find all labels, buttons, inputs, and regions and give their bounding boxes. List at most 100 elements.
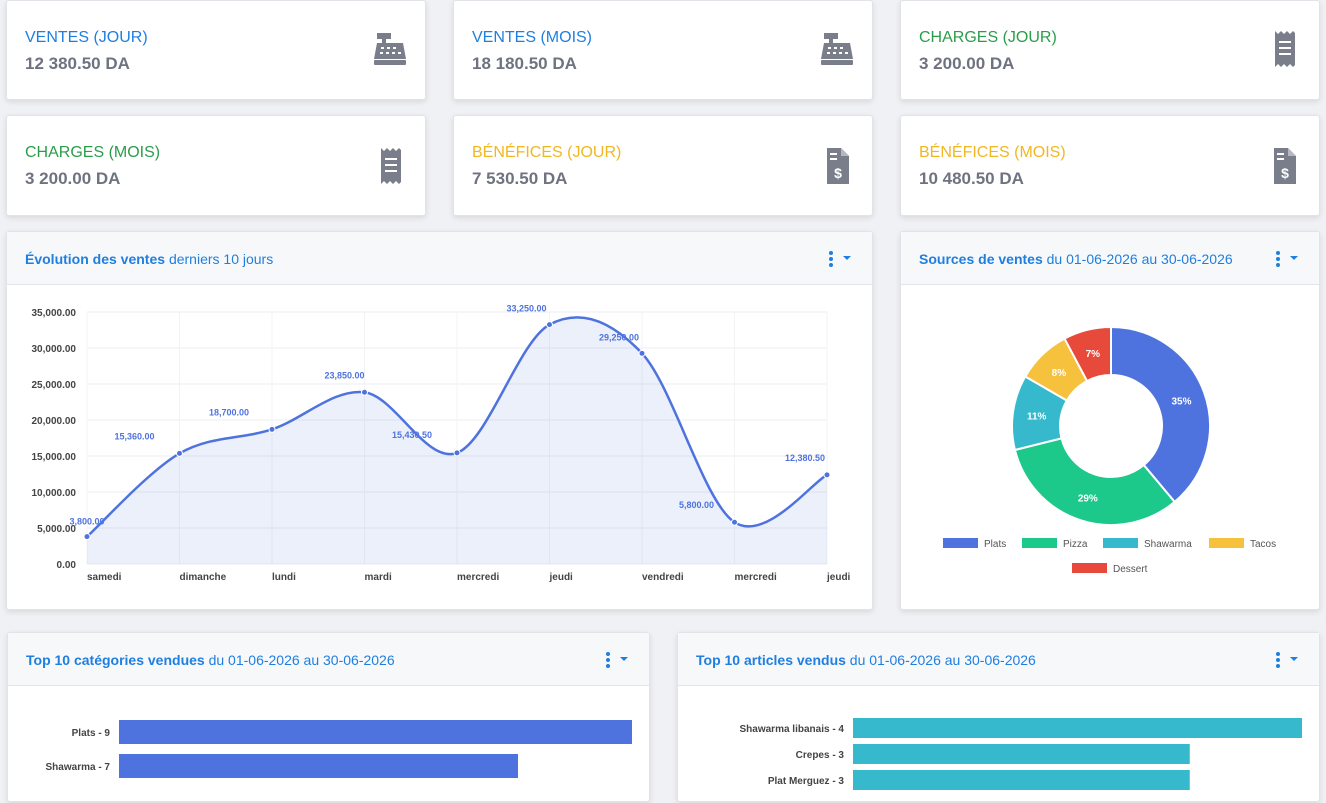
line-point[interactable] xyxy=(638,349,646,357)
x-tick-label: dimanche xyxy=(180,572,227,583)
data-label: 12,380.50 xyxy=(785,453,825,463)
panel-header: Top 10 catégories vendues du 01-06-2026 … xyxy=(8,633,649,686)
cash-register-icon xyxy=(821,33,853,65)
slice-label: 7% xyxy=(1086,349,1101,360)
data-label: 23,850.00 xyxy=(324,370,364,380)
y-tick-label: 35,000.00 xyxy=(32,308,77,319)
x-tick-label: vendredi xyxy=(642,572,684,583)
stat-value: 10 480.50 DA xyxy=(919,169,1024,188)
line-point[interactable] xyxy=(823,471,831,479)
cash-register-icon xyxy=(374,33,406,65)
panel-header: Top 10 articles vendus du 01-06-2026 au … xyxy=(678,633,1319,686)
stat-card-charges-mois: CHARGES (MOIS) 3 200.00 DA xyxy=(6,115,426,216)
donut-slice[interactable] xyxy=(1013,437,1177,526)
panel-header: Sources de ventes du 01-06-2026 au 30-06… xyxy=(901,232,1319,285)
bar-label: Plat Merguez - 3 xyxy=(768,776,845,787)
stat-card-benefices-jour: BÉNÉFICES (JOUR) 7 530.50 DA $ xyxy=(453,115,873,216)
evolution-panel: Évolution des ventes derniers 10 jours 0… xyxy=(6,231,873,610)
data-label: 15,360.00 xyxy=(114,431,154,441)
legend-label: Plats xyxy=(984,539,1006,550)
more-options-icon[interactable] xyxy=(1273,651,1301,669)
slice-label: 35% xyxy=(1171,396,1191,407)
legend-swatch xyxy=(943,538,978,548)
line-point[interactable] xyxy=(731,518,738,526)
stat-label: CHARGES (JOUR) xyxy=(919,29,1057,46)
top-articles-bar-chart: Shawarma libanais - 4 Crepes - 3 Plat Merg… xyxy=(740,718,1302,790)
legend-label: Pizza xyxy=(1063,539,1088,550)
line-point[interactable] xyxy=(546,321,553,329)
slice-label: 11% xyxy=(1027,412,1047,423)
data-label: 18,700.00 xyxy=(209,407,249,417)
data-label: 33,250.00 xyxy=(506,304,546,314)
donut-slice[interactable] xyxy=(1110,325,1211,504)
line-point[interactable] xyxy=(268,425,276,433)
y-tick-label: 5,000.00 xyxy=(37,524,76,535)
y-tick-label: 20,000.00 xyxy=(32,416,77,427)
x-tick-label: jeudi xyxy=(549,572,574,583)
x-tick-label: lundi xyxy=(272,572,296,583)
legend-label: Tacos xyxy=(1250,539,1276,550)
y-tick-label: 30,000.00 xyxy=(32,344,77,355)
bar[interactable] xyxy=(119,754,518,778)
more-options-icon[interactable] xyxy=(1273,250,1301,268)
receipt-icon xyxy=(381,148,401,184)
line-series xyxy=(86,316,828,538)
stat-label: BÉNÉFICES (MOIS) xyxy=(919,144,1066,161)
bar-label: Shawarma libanais - 4 xyxy=(740,724,845,735)
stat-value: 3 200.00 DA xyxy=(919,54,1015,73)
donut-slice[interactable] xyxy=(1063,325,1112,383)
legend-swatch xyxy=(1209,538,1244,548)
legend-swatch xyxy=(1072,563,1107,573)
x-tick-label: samedi xyxy=(87,572,122,583)
stat-card-ventes-mois: VENTES (MOIS) 18 180.50 DA xyxy=(453,0,873,100)
line-point[interactable] xyxy=(176,449,183,457)
data-label: 15,430.50 xyxy=(392,430,432,440)
x-tick-label: mardi xyxy=(365,572,392,583)
top-categories-panel: Top 10 catégories vendues du 01-06-2026 … xyxy=(7,632,650,802)
stat-card-charges-jour: CHARGES (JOUR) 3 200.00 DA xyxy=(900,0,1320,100)
svg-text:$: $ xyxy=(834,165,842,181)
line-point[interactable] xyxy=(453,449,461,457)
stat-value: 7 530.50 DA xyxy=(472,169,568,188)
stat-value: 12 380.50 DA xyxy=(25,54,130,73)
more-options-icon[interactable] xyxy=(826,250,854,268)
data-label: 5,800.00 xyxy=(679,500,714,510)
bar[interactable] xyxy=(853,770,1190,790)
invoice-dollar-icon: $ xyxy=(827,148,849,184)
receipt-icon xyxy=(1275,31,1295,67)
more-options-icon[interactable] xyxy=(603,651,631,669)
legend-label: Shawarma xyxy=(1144,539,1192,550)
legend-label: Dessert xyxy=(1113,564,1148,575)
stat-card-ventes-jour: VENTES (JOUR) 12 380.50 DA xyxy=(6,0,426,100)
stat-label: VENTES (MOIS) xyxy=(472,29,593,46)
stat-value: 3 200.00 DA xyxy=(25,169,121,188)
bar-label: Crepes - 3 xyxy=(796,750,845,761)
data-label: 3,800.00 xyxy=(69,517,104,527)
slice-label: 29% xyxy=(1078,493,1098,504)
bar-label: Plats - 9 xyxy=(72,728,111,739)
x-tick-label: mercredi xyxy=(457,572,499,583)
panel-title: Top 10 articles vendus du 01-06-2026 au … xyxy=(696,652,1036,668)
stat-label: VENTES (JOUR) xyxy=(25,29,148,46)
bar[interactable] xyxy=(853,744,1190,764)
top-articles-panel: Top 10 articles vendus du 01-06-2026 au … xyxy=(677,632,1320,802)
panel-header: Évolution des ventes derniers 10 jours xyxy=(7,232,872,285)
x-tick-label: jeudi xyxy=(826,572,851,583)
legend-swatch xyxy=(1022,538,1057,548)
legend-swatch xyxy=(1103,538,1138,548)
sales-line-chart: 0.00 5,000.00 10,000.00 15,000.00 20,000.00 2… xyxy=(32,304,851,583)
sales-sources-donut-chart: 35% 29% 11% 8% 7% Plats Pizza Shawarma Tacos Dess… xyxy=(943,325,1276,575)
stat-label: BÉNÉFICES (JOUR) xyxy=(472,144,622,161)
stat-card-benefices-mois: BÉNÉFICES (MOIS) 10 480.50 DA $ xyxy=(900,115,1320,216)
svg-text:$: $ xyxy=(1281,165,1289,181)
line-point[interactable] xyxy=(83,533,91,541)
data-label: 29,250.00 xyxy=(599,332,639,342)
slice-label: 8% xyxy=(1052,368,1067,379)
bar[interactable] xyxy=(119,720,632,744)
top-categories-bar-chart: Plats - 9 Shawarma - 7 xyxy=(46,720,632,778)
y-tick-label: 25,000.00 xyxy=(32,380,77,391)
bar[interactable] xyxy=(853,718,1302,738)
line-area xyxy=(87,317,827,564)
invoice-dollar-icon: $ xyxy=(1274,148,1296,184)
line-point[interactable] xyxy=(361,388,368,396)
